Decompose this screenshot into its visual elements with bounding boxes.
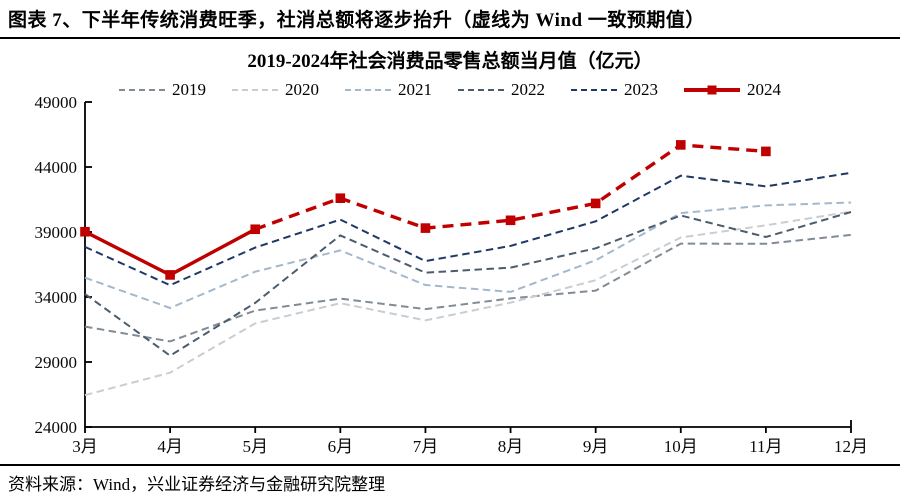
legend-label: 2022 <box>511 80 545 99</box>
y-tick-label: 39000 <box>35 223 78 242</box>
y-tick-label: 34000 <box>35 288 78 307</box>
legend-label: 2021 <box>398 80 432 99</box>
series-line-2020 <box>84 210 852 397</box>
data-point-marker-2024 <box>165 270 175 280</box>
source-note: 资料来源：Wind，兴业证券经济与金融研究院整理 <box>8 475 386 494</box>
legend-label: 2019 <box>172 80 206 99</box>
series-line-2023 <box>84 171 852 287</box>
series-line-2024-actual <box>84 227 257 277</box>
x-tick-label: 5月 <box>242 437 268 456</box>
data-point-marker-2024 <box>505 215 516 226</box>
data-point-marker-2024 <box>590 198 601 209</box>
legend-square-marker <box>707 85 717 95</box>
source-divider <box>0 464 900 466</box>
legend-swatch-2020 <box>232 89 278 91</box>
series-line-2022 <box>84 211 852 357</box>
legend-item-2023: 2023 <box>571 80 658 100</box>
y-tick-label: 49000 <box>35 93 78 112</box>
chart-title: 2019-2024年社会消费品零售总额当月值（亿元） <box>247 51 653 72</box>
caption-divider <box>0 37 900 39</box>
data-point-marker-2024 <box>420 223 431 233</box>
legend-label: 2020 <box>285 80 319 99</box>
legend-item-2021: 2021 <box>345 80 432 100</box>
x-tick-label: 8月 <box>498 437 524 456</box>
series-line-2021 <box>84 201 852 310</box>
legend-label: 2024 <box>747 80 781 99</box>
x-tick-label: 11月 <box>749 437 782 456</box>
legend-item-2024: 2024 <box>684 80 781 100</box>
data-point-marker-2024 <box>80 226 90 237</box>
x-tick-label: 4月 <box>157 437 183 456</box>
data-point-marker-2024 <box>675 140 686 150</box>
data-point-marker-2024 <box>250 224 261 235</box>
x-tick-label: 6月 <box>328 437 354 456</box>
legend-swatch-2019 <box>119 89 165 91</box>
x-tick-label: 10月 <box>664 437 698 456</box>
legend-swatch-2024 <box>684 85 740 96</box>
y-tick-label: 29000 <box>35 353 78 372</box>
legend-swatch-2022 <box>458 89 504 91</box>
legend-label: 2023 <box>624 80 658 99</box>
legend-swatch-2023 <box>571 89 617 91</box>
legend-item-2019: 2019 <box>119 80 206 100</box>
figure-caption: 图表 7、下半年传统消费旺季，社消总额将逐步抬升（虚线为 Wind 一致预期值） <box>8 10 705 31</box>
x-tick-label: 7月 <box>413 437 439 456</box>
x-tick-label: 9月 <box>583 437 609 456</box>
data-point-marker-2024 <box>335 193 346 203</box>
data-point-marker-2024 <box>761 146 771 157</box>
chart-legend: 2019 2020 2021 2022 2023 2024 <box>0 80 900 100</box>
legend-swatch-2021 <box>345 89 391 91</box>
x-tick-label: 3月 <box>72 437 98 456</box>
legend-item-2022: 2022 <box>458 80 545 100</box>
x-tick-label: 12月 <box>834 437 868 456</box>
y-tick-label: 44000 <box>35 158 78 177</box>
series-line-2019 <box>84 233 852 343</box>
y-tick-label: 24000 <box>35 418 78 437</box>
legend-item-2020: 2020 <box>232 80 319 100</box>
